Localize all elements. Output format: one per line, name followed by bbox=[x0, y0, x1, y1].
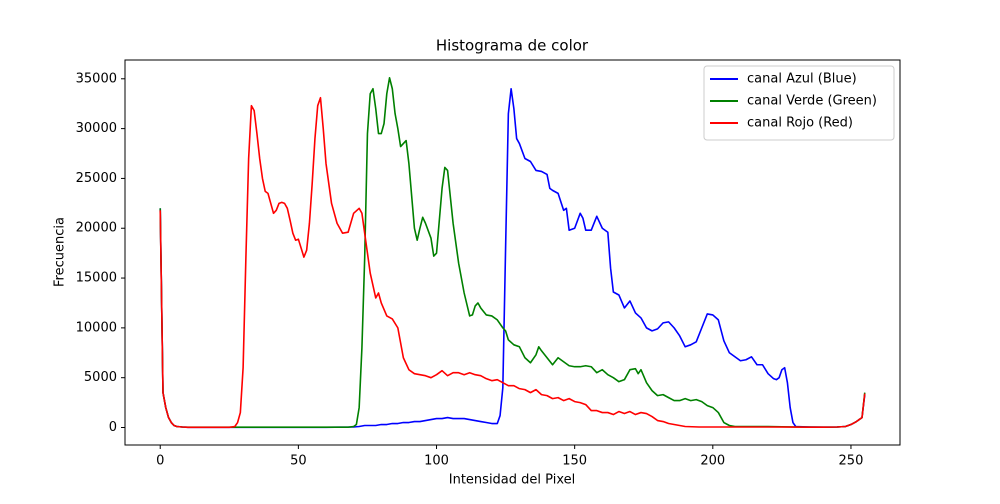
y-tick-label: 0 bbox=[109, 420, 117, 435]
x-axis-label: Intensidad del Pixel bbox=[449, 473, 575, 488]
series-line bbox=[159, 76, 866, 429]
x-tick-label: 50 bbox=[290, 454, 307, 469]
x-tick-label: 200 bbox=[700, 454, 725, 469]
x-tick-label: 250 bbox=[839, 454, 864, 469]
series-line bbox=[159, 96, 866, 429]
y-tick-label: 35000 bbox=[76, 71, 117, 86]
y-tick-label: 20000 bbox=[76, 221, 117, 236]
legend-label: canal Azul (Blue) bbox=[747, 72, 857, 87]
y-axis-label: Frecuencia bbox=[53, 217, 68, 287]
legend-label: canal Verde (Green) bbox=[747, 94, 877, 109]
legend-label: canal Rojo (Red) bbox=[747, 116, 853, 131]
y-tick-label: 25000 bbox=[76, 171, 117, 186]
plot-frame bbox=[124, 59, 901, 446]
x-tick-label: 0 bbox=[156, 454, 164, 469]
x-tick-label: 100 bbox=[424, 454, 449, 469]
y-tick-label: 30000 bbox=[76, 121, 117, 136]
chart-title: Histograma de color bbox=[436, 37, 589, 55]
x-tick-label: 150 bbox=[562, 454, 587, 469]
legend-box bbox=[703, 65, 895, 141]
y-tick-label: 5000 bbox=[84, 370, 117, 385]
y-tick-label: 10000 bbox=[76, 320, 117, 335]
series-line bbox=[159, 87, 866, 429]
y-tick-label: 15000 bbox=[76, 271, 117, 286]
